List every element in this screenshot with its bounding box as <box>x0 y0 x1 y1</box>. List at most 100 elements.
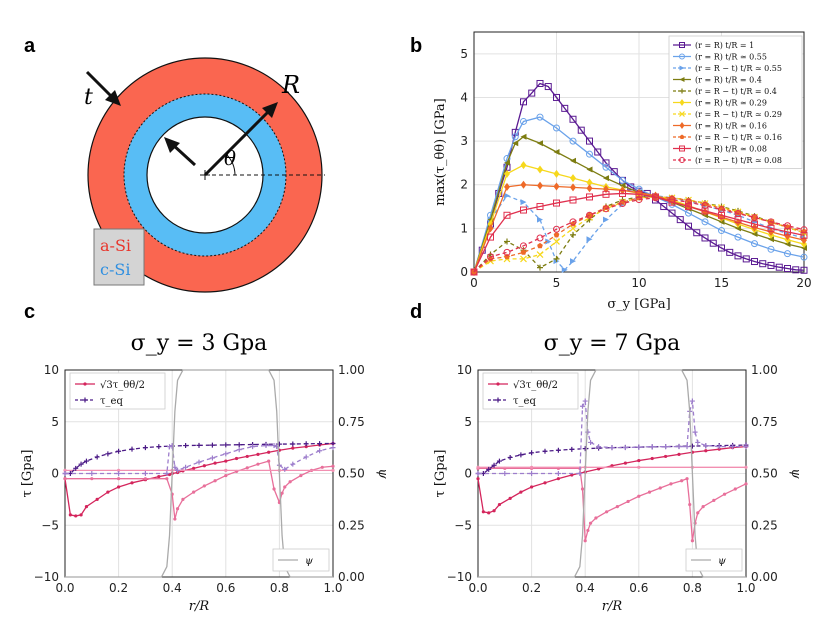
panel-c-data-point <box>117 477 121 481</box>
b-data-point <box>537 181 543 190</box>
panel-d-data-point <box>570 473 574 477</box>
b-data-point <box>537 165 543 174</box>
b-data-point <box>635 190 643 198</box>
panel-d-data-point <box>487 511 491 515</box>
panel-c-data-point <box>202 484 206 488</box>
b-data-point <box>619 189 626 197</box>
panel-c-y2-tick-label: 0.75 <box>338 415 365 429</box>
b-data-point <box>751 240 758 248</box>
b-data-point <box>594 148 602 156</box>
panel-d-data-point <box>716 444 722 450</box>
panel-c-data-point <box>192 466 196 470</box>
panel-c-data-point <box>280 491 284 495</box>
b-data-point <box>553 199 560 207</box>
panel-d-data-point <box>695 439 701 445</box>
b-data-point <box>775 263 783 271</box>
panel-d-y-tick-label: 5 <box>464 415 472 429</box>
panel-c-data-point <box>173 517 177 521</box>
panel-c-y2-tick-label: 1.00 <box>338 363 365 377</box>
panel-c-series-line <box>64 442 334 517</box>
panel-c-legend-psi-frame <box>272 548 330 572</box>
panel-c-x-tick-label: 0.4 <box>163 581 182 595</box>
panel-c-data-point <box>290 441 296 447</box>
panel-d-data-point <box>529 471 535 476</box>
panel-c-data-point <box>175 507 180 511</box>
b-data-point <box>553 231 560 238</box>
panel-c-data-point <box>224 459 228 463</box>
panel-c-data-point <box>79 513 83 517</box>
b-data-point <box>569 196 577 204</box>
b-legend-marker <box>679 65 685 71</box>
panel-c-data-point <box>317 441 323 447</box>
panel-c-data-point <box>224 473 228 478</box>
b-data-point <box>784 265 791 273</box>
b-data-point <box>685 203 692 211</box>
panel-c-data-point <box>320 465 324 469</box>
panel-d-data-point <box>692 429 698 435</box>
panel-c-data-point <box>63 468 67 472</box>
b-data-point <box>553 93 560 101</box>
panel-d-data-point <box>529 450 535 456</box>
panel-c-data-point <box>213 479 217 483</box>
panel-d-series-line <box>477 445 747 514</box>
panel-d-data-point <box>496 458 502 464</box>
b-data-point <box>570 258 576 265</box>
panel-d-data-point <box>586 528 590 533</box>
panel-c-data-point <box>105 451 111 457</box>
b-data-point <box>570 174 576 183</box>
b-data-point <box>536 234 544 242</box>
b-data-point <box>709 239 717 247</box>
panel-c-series-3-2-b <box>63 459 335 521</box>
panel-d-data-point <box>650 456 654 461</box>
R-label: R <box>281 71 300 99</box>
panel-d-y2-tick-label: 0.25 <box>751 518 778 532</box>
b-data-point <box>569 137 577 145</box>
b-x-tick-label: 20 <box>796 276 811 290</box>
panel-d-x-tick-label: 1.0 <box>736 581 755 595</box>
b-data-point <box>734 233 742 241</box>
panel-d-data-point <box>594 516 598 520</box>
panel-c-data-point <box>172 464 178 470</box>
panel-d-title: σ_y = 7 Gpa <box>544 331 681 356</box>
panel-c-data-point <box>130 481 134 485</box>
panel-d-legend-frame <box>482 372 579 410</box>
b-data-point <box>693 229 701 237</box>
panel-d-data-point <box>744 482 748 486</box>
b-legend-marker <box>679 77 685 82</box>
b-legend-marker <box>679 122 685 129</box>
panel-d-data-point <box>497 502 502 507</box>
b-data-point <box>586 193 593 201</box>
panel-c-data-point <box>196 459 202 465</box>
panel-d-data-point <box>476 465 480 469</box>
panel-c-y2-tick-label: 0.00 <box>338 570 365 584</box>
panel-c-data-point <box>196 442 202 448</box>
b-x-tick-label: 15 <box>714 276 729 290</box>
b-data-point <box>660 203 668 211</box>
b-series-r-r-t-t-r-0-08 <box>470 194 808 276</box>
panel-c-legend-frame <box>69 372 166 410</box>
panel-c-x-tick-label: 0.0 <box>55 581 74 595</box>
b-data-point <box>668 198 676 206</box>
b-y-tick-label: 0 <box>460 265 468 279</box>
panel-c-data-point <box>94 454 100 460</box>
panel-c-data-point <box>183 443 189 449</box>
b-x-axis-label: σ_y [GPa] <box>607 297 670 312</box>
b-data-point <box>718 244 725 252</box>
panel-c-data-point <box>63 477 67 481</box>
csi-label: c-Si <box>100 260 130 279</box>
b-data-point <box>784 222 791 230</box>
panel-c-x-axis-label: r/R <box>189 599 210 614</box>
panel-d-data-point <box>492 509 496 513</box>
b-data-point <box>800 266 808 274</box>
panel-c-legend-marker <box>82 397 88 403</box>
b-series-r-r-t-r-0-55 <box>470 113 808 276</box>
panel-d-y2-tick-label: 0.50 <box>751 467 778 481</box>
panel-d-y2-axis-label: ψ <box>788 468 803 479</box>
b-y-tick-label: 1 <box>460 221 468 235</box>
panel-c-y-tick-label: −10 <box>34 570 59 584</box>
panel-c-legend-psi-label: ψ <box>305 556 313 567</box>
panel-c-y-tick-label: 10 <box>44 363 59 377</box>
b-data-point <box>792 266 800 274</box>
panel-c-data-point <box>209 442 215 448</box>
panel-c-data-point <box>143 477 147 481</box>
